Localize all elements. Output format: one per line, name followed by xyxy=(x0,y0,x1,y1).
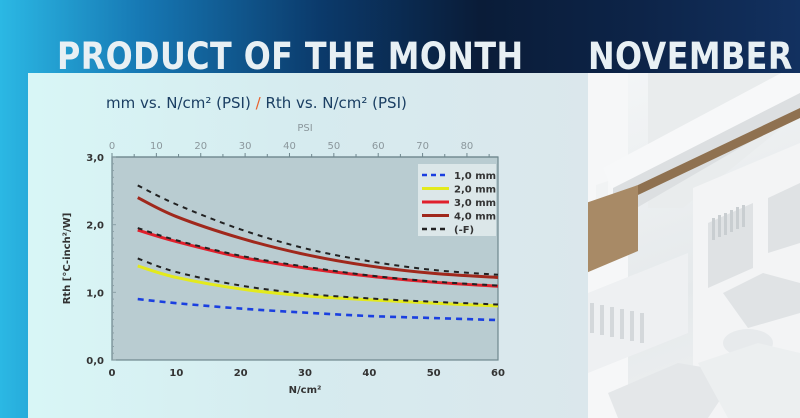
thermal-pad-illustration xyxy=(588,73,800,418)
x-tick-label: 50 xyxy=(427,368,441,379)
series-F-line xyxy=(137,257,499,306)
chart-heading-part2: Rth vs. N/cm² (PSI) xyxy=(260,94,407,112)
x2-tick-label: 20 xyxy=(194,141,207,152)
series-10mm-line xyxy=(137,297,499,322)
x2-tick-label: 30 xyxy=(239,141,252,152)
x-tick-label: 20 xyxy=(234,368,248,379)
x2-tick-label: 70 xyxy=(416,141,429,152)
x2-tick-label: 40 xyxy=(283,141,296,152)
chart-axes: 0 10 20 30 40 50 60 70 80 0 10 20 30 40 50 60 0,0 1,0 2,0 3… xyxy=(86,141,505,379)
chart-heading: mm vs. N/cm² (PSI) / Rth vs. N/cm² (PSI) xyxy=(106,94,407,112)
series-F-line xyxy=(137,227,499,287)
x-tick-label: 30 xyxy=(298,368,312,379)
y-tick-label: 0,0 xyxy=(86,356,104,367)
chart-heading-slash: / xyxy=(255,94,261,112)
series-40mm-line xyxy=(137,196,499,279)
series-20mm-line xyxy=(137,264,499,308)
chart-series xyxy=(137,184,499,322)
chart-legend: 1,0 mm 2,0 mm 3,0 mm 4,0 mm (-F) xyxy=(418,164,496,236)
series-F-line xyxy=(137,184,499,276)
banner-month: NOVEMBER xyxy=(588,35,793,78)
x-tick-label: 40 xyxy=(362,368,376,379)
x2-axis-label: PSI xyxy=(297,123,312,134)
x-tick-label: 0 xyxy=(109,368,116,379)
product-image xyxy=(588,73,800,418)
x-axis-label: N/cm² xyxy=(289,385,322,396)
x-tick-label: 60 xyxy=(491,368,505,379)
legend-label: 1,0 mm xyxy=(454,171,496,182)
legend-label: 2,0 mm xyxy=(454,185,496,196)
y-axis-label: Rth [°C-inch²/W] xyxy=(62,213,73,305)
x2-tick-label: 80 xyxy=(461,141,474,152)
chart-heading-part1: mm vs. N/cm² (PSI) xyxy=(106,94,256,112)
y-tick-label: 2,0 xyxy=(86,221,104,232)
banner-title: PRODUCT OF THE MONTH xyxy=(57,35,524,78)
x-tick-label: 10 xyxy=(169,368,183,379)
x2-tick-label: 10 xyxy=(150,141,163,152)
y-tick-label: 3,0 xyxy=(86,153,104,164)
legend-label: (-F) xyxy=(454,225,474,236)
x2-tick-label: 60 xyxy=(372,141,385,152)
legend-label: 3,0 mm xyxy=(454,198,496,209)
legend-label: 4,0 mm xyxy=(454,212,496,223)
x2-tick-label: 50 xyxy=(327,141,340,152)
x2-tick-label: 0 xyxy=(109,141,115,152)
y-tick-label: 1,0 xyxy=(86,288,104,299)
